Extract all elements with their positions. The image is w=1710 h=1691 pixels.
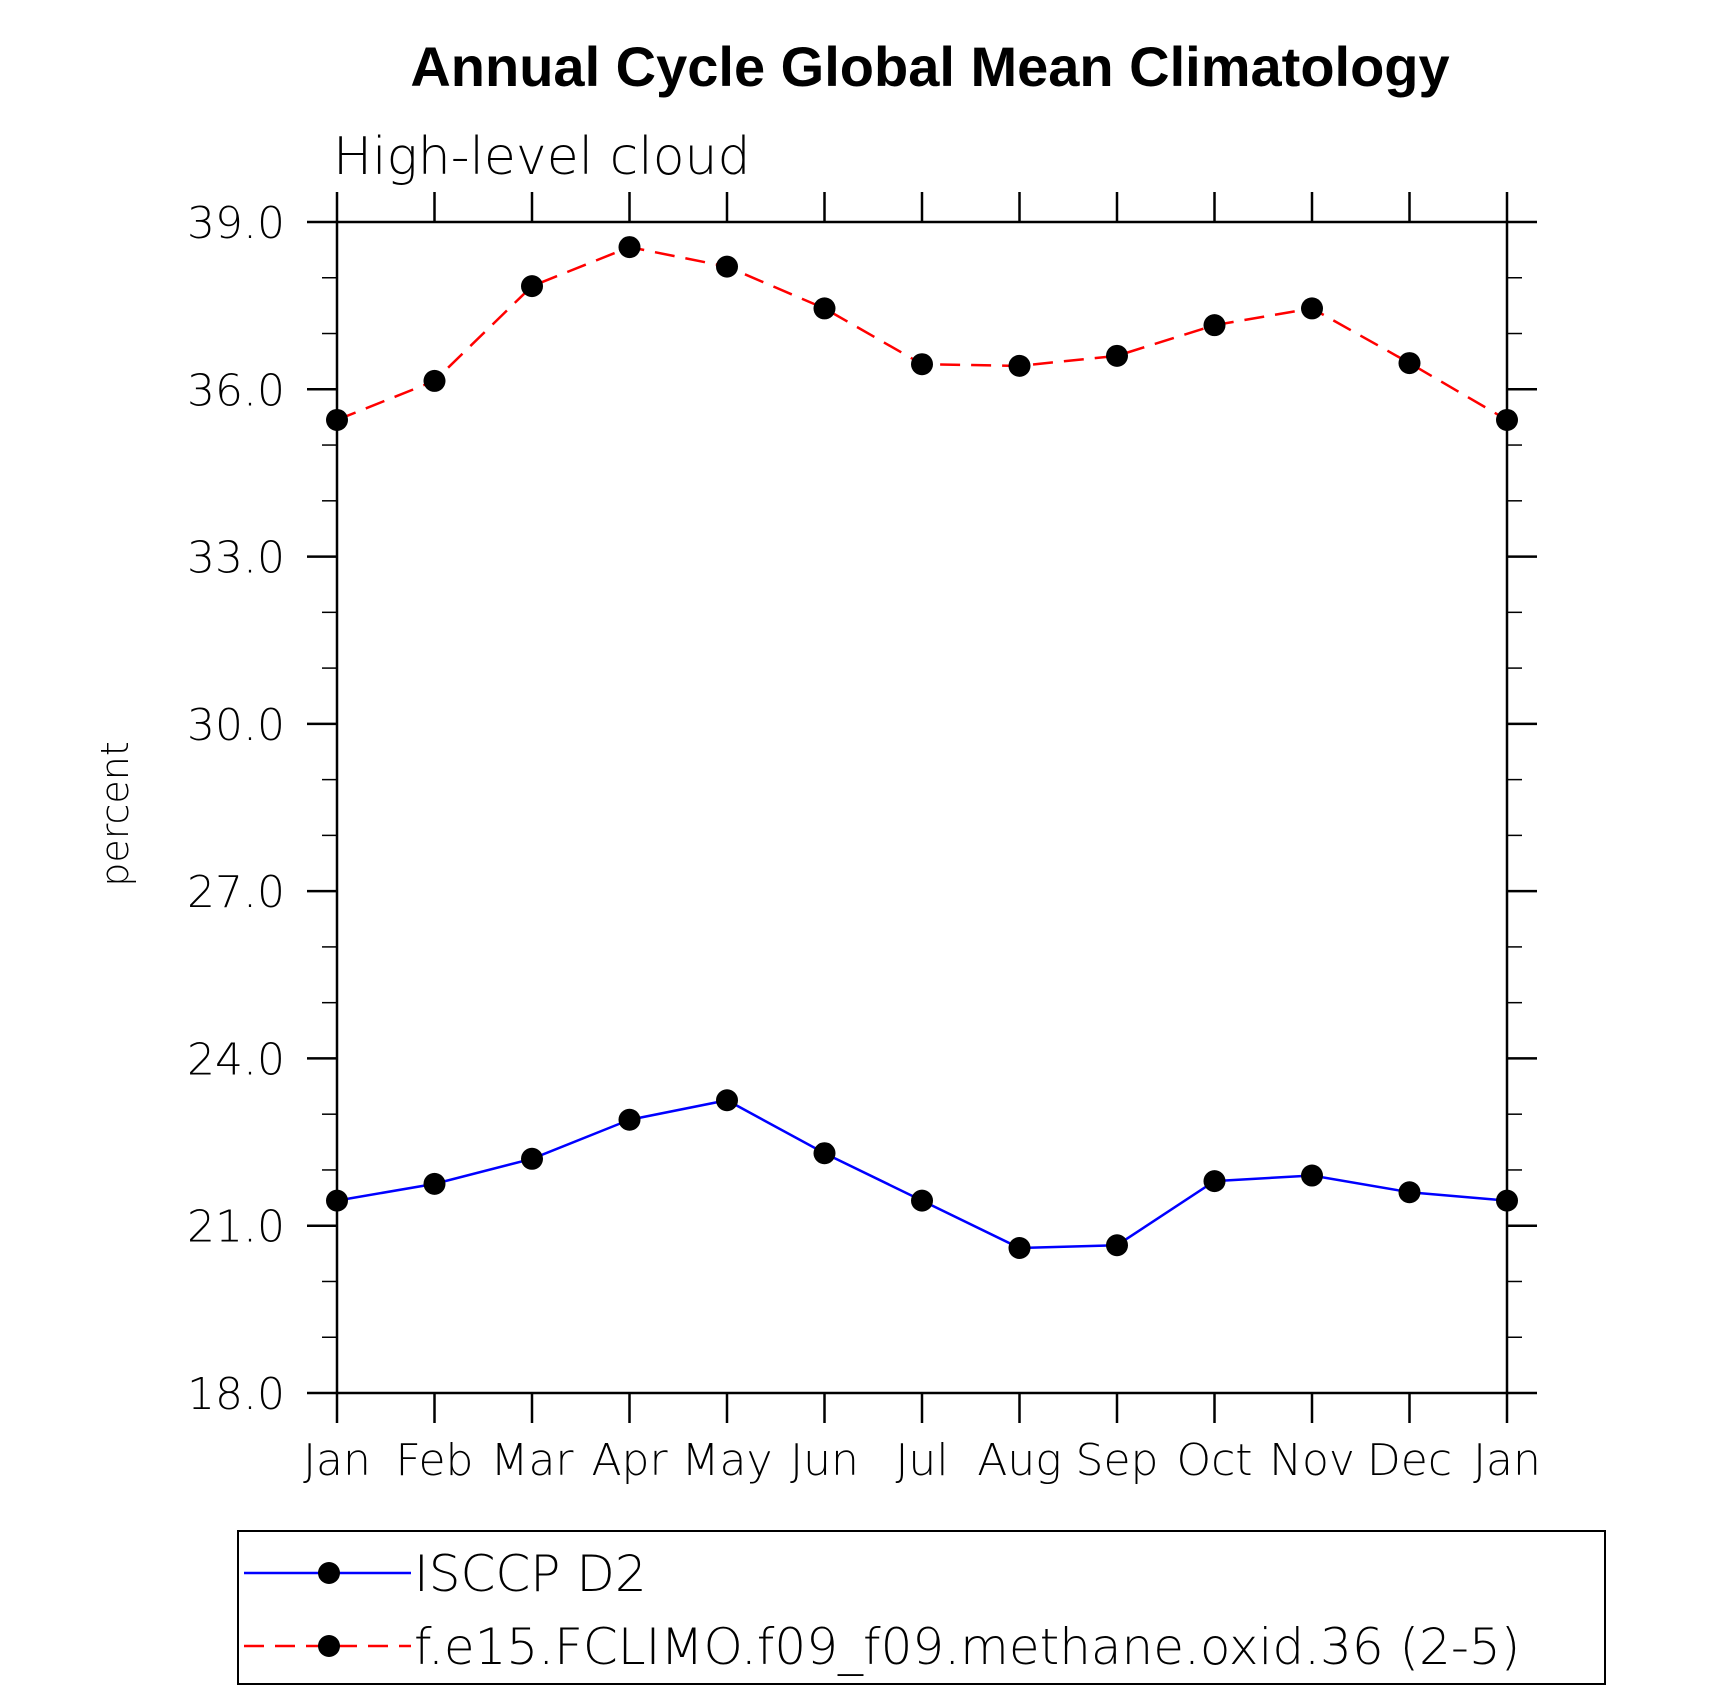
series-1-point (423, 1172, 446, 1195)
x-tick-label: Nov (1269, 1435, 1355, 1486)
y-tick-label: 36.0 (187, 365, 285, 416)
series-2-point (813, 297, 836, 320)
series-1-point (1496, 1189, 1518, 1212)
series-2-point (911, 353, 933, 376)
series-1-point (813, 1142, 836, 1165)
series-1-point (716, 1089, 738, 1112)
series-1-point (911, 1189, 933, 1212)
series-2-point (1203, 314, 1226, 337)
legend-marker-1 (318, 1562, 340, 1584)
series-2-point (326, 408, 348, 431)
legend-label-2: f.e15.FCLIMO.f09_f09.methane.oxid.36 (2-… (414, 1618, 1520, 1676)
x-tick-label: Jan (1473, 1435, 1541, 1486)
legend-box (237, 1530, 1606, 1685)
legend-marker-2 (318, 1635, 340, 1657)
series-1-point (1106, 1234, 1128, 1257)
series-2-point (716, 255, 738, 278)
x-tick-label: Jun (790, 1435, 859, 1486)
series-line-2 (336, 245, 1508, 422)
y-tick-label: 21.0 (187, 1202, 285, 1253)
series-1-point (521, 1147, 543, 1170)
x-tick-label: Aug (977, 1435, 1061, 1486)
chart-title: Annual Cycle Global Mean Climatology (410, 35, 1449, 98)
x-tick-label: Mar (490, 1435, 574, 1486)
x-tick-label: Sep (1076, 1435, 1159, 1486)
series-2-point (1008, 354, 1031, 377)
y-tick-label: 24.0 (187, 1034, 285, 1085)
series-1-point (1203, 1170, 1226, 1193)
y-tick-label: 18.0 (187, 1369, 285, 1420)
series-2-point (1301, 297, 1323, 320)
y-tick-label: 33.0 (187, 533, 285, 584)
series-line-1 (336, 1098, 1508, 1250)
y-tick-label: 27.0 (187, 867, 285, 918)
chart-subtitle: High-level cloud (333, 127, 750, 187)
series-2-point (1398, 352, 1421, 375)
y-axis-label: percent (93, 741, 137, 887)
y-tick-label: 30.0 (187, 700, 285, 751)
series-1-point (1008, 1237, 1031, 1260)
x-tick-label: Dec (1367, 1435, 1452, 1486)
x-tick-label: Apr (591, 1435, 668, 1486)
legend-label-1: ISCCP D2 (414, 1545, 647, 1603)
x-tick-label: May (682, 1435, 773, 1486)
series-1-point (326, 1189, 348, 1212)
legend: ISCCP D2 f.e15.FCLIMO.f09_f09.methane.oxi… (237, 1530, 1606, 1685)
series-2-point (521, 275, 543, 298)
series-2-point (1106, 344, 1128, 367)
plot-frame (335, 220, 1509, 1395)
series-1-point (618, 1108, 641, 1131)
plot-area: Jan Feb Mar Apr May Jun Jul Aug Sep Oct Nov Dec Jan 1… (187, 192, 1541, 1486)
x-tick-label: Jan (303, 1435, 371, 1486)
x-tick-label: Feb (396, 1435, 474, 1486)
series-2-point (423, 369, 446, 392)
series-2-point (1496, 408, 1518, 431)
x-tick-label: Oct (1176, 1435, 1252, 1486)
series-1-point (1398, 1181, 1421, 1204)
series-2-point (618, 236, 641, 259)
x-tick-label: Jul (895, 1435, 948, 1486)
y-tick-label: 39.0 (187, 198, 285, 249)
series-1-point (1301, 1164, 1323, 1187)
